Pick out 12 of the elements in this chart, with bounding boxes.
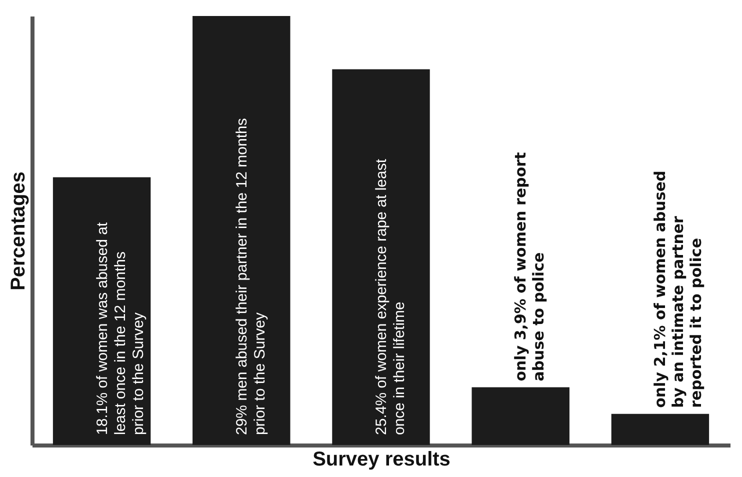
- bar: [332, 69, 430, 445]
- data-label: 25.4% of women experience rape at least once in their lifetime: [373, 158, 408, 435]
- data-label: only 3,9% of women report abuse to police: [512, 152, 548, 382]
- data-label: 29% men abused their partner in the 12 months prior to the Survey: [233, 118, 268, 435]
- y-axis-title: Percentages: [8, 172, 30, 290]
- bar: [472, 387, 570, 445]
- data-label: only 2,1% of women abused by an intimate partner reported it to police: [651, 170, 706, 408]
- x-axis-title: Survey results: [312, 448, 450, 470]
- data-label: 18.1% of women was abused at least once in the 12 months prior to the Survey: [94, 222, 147, 435]
- bar: [192, 16, 290, 445]
- bar: [52, 177, 151, 445]
- bar: [611, 414, 710, 445]
